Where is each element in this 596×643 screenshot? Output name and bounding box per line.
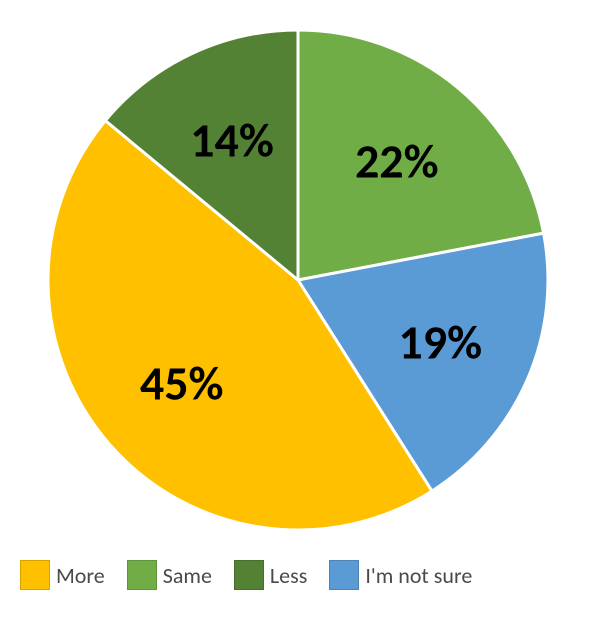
legend-swatch-icon — [127, 560, 157, 590]
legend-label: I'm not sure — [365, 562, 472, 589]
legend-item-more: More — [20, 560, 105, 590]
legend-swatch-icon — [20, 560, 50, 590]
legend-label: More — [56, 562, 105, 589]
legend-item-same: Same — [127, 560, 212, 590]
slice-label: 14% — [190, 110, 274, 169]
pie-chart: 22% 19% 45% 14% — [0, 0, 596, 560]
slice-label: 19% — [398, 312, 482, 371]
legend: More Same Less I'm not sure — [0, 560, 596, 600]
legend-item-notsure: I'm not sure — [329, 560, 472, 590]
slice-label: 22% — [355, 131, 439, 190]
legend-swatch-icon — [234, 560, 264, 590]
legend-label: Less — [270, 562, 307, 589]
legend-label: Same — [163, 562, 212, 589]
pie-svg — [0, 0, 596, 560]
legend-swatch-icon — [329, 560, 359, 590]
legend-item-less: Less — [234, 560, 307, 590]
slice-label: 45% — [140, 353, 224, 412]
